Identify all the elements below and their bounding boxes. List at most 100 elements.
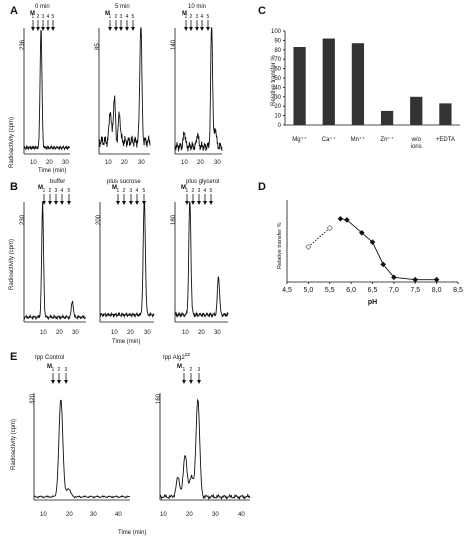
- marker-arrowhead: [54, 201, 58, 205]
- marker-arrowhead: [48, 201, 52, 205]
- marker-number: 3: [65, 367, 68, 373]
- marker-number: 5: [210, 188, 213, 194]
- c-y-tick-label: 30: [274, 95, 281, 101]
- marker-arrowhead: [142, 201, 146, 205]
- panel-a-xtick-0-0: 10: [30, 160, 37, 166]
- d-x-tick-label: 8,0: [432, 287, 442, 294]
- d-x-label: pH: [368, 299, 377, 306]
- marker-label: M: [30, 11, 35, 17]
- panel-a-ymax-2: 140: [171, 39, 177, 50]
- marker-number: 1: [117, 188, 120, 194]
- marker-number: 4: [201, 14, 204, 20]
- marker-number: 1: [52, 367, 55, 373]
- marker-number: 4: [47, 14, 50, 20]
- marker-number: 2: [115, 14, 118, 20]
- panel-b-xtick-1-2: 30: [144, 330, 151, 336]
- panel-e-title-1-main: Ipp Alg2: [163, 355, 185, 361]
- marker-number: 2: [192, 188, 195, 194]
- marker-label: M: [181, 185, 186, 191]
- chromatogram-trace: [23, 29, 71, 152]
- marker-number: 3: [55, 188, 58, 194]
- panel-e: Radioactivity (cpm) Time (min) Ipp Contr…: [11, 352, 251, 536]
- panel-b-ymax-1: 200: [96, 214, 102, 225]
- d-point-open: [305, 243, 312, 251]
- marker-arrowhead: [184, 27, 188, 31]
- d-x-tick-label: 5,0: [304, 287, 314, 294]
- marker-arrowhead: [57, 380, 61, 384]
- panel-e-xtick-0-2: 30: [90, 512, 97, 518]
- marker-arrowhead: [125, 27, 129, 31]
- d-point-filled: [337, 215, 344, 222]
- marker-number: 1: [186, 188, 189, 194]
- panel-a: Radioactivity (cpm) Time (min) 0 min 236…: [9, 4, 223, 174]
- marker-arrowhead: [64, 380, 68, 384]
- marker-arrowhead: [191, 201, 195, 205]
- c-bar: [322, 38, 335, 125]
- d-x-tick-label: 4,5: [282, 287, 292, 294]
- c-bar: [380, 110, 394, 125]
- c-y-tick-label: 60: [274, 67, 281, 73]
- marker-arrowhead: [182, 380, 186, 384]
- c-bar: [439, 103, 452, 125]
- panel-e-xtick-1-2: 30: [212, 512, 219, 518]
- d-point-filled: [380, 261, 386, 268]
- marker-label: M: [112, 185, 117, 191]
- marker-label: M: [38, 185, 43, 191]
- panel-e-xtick-0-0: 10: [40, 512, 47, 518]
- marker-arrowhead: [209, 201, 213, 205]
- marker-number: 4: [126, 14, 129, 20]
- marker-arrowhead: [189, 380, 193, 384]
- panel-b-xtick-0-2: 30: [72, 330, 79, 336]
- panel-b-ymax-0: 230: [20, 214, 26, 225]
- d-point-filled: [369, 239, 376, 245]
- marker-label: M: [105, 11, 110, 17]
- panel-e-xtick-0-3: 40: [115, 512, 122, 518]
- panel-b-title-0: buffer: [50, 179, 65, 185]
- panel-a-xtick-0-2: 30: [62, 160, 69, 166]
- c-bar: [293, 46, 306, 126]
- chromatogram-trace: [99, 201, 155, 319]
- panel-b-xlabel: Time (min): [112, 339, 140, 345]
- marker-number: 2: [49, 188, 52, 194]
- panel-a-xtick-2-2: 30: [214, 160, 221, 166]
- marker-number: 2: [37, 14, 40, 20]
- marker-arrowhead: [135, 201, 139, 205]
- panel-a-xtick-2-1: 20: [197, 160, 204, 166]
- panel-a-ymax-1: 85: [95, 43, 101, 50]
- panel-d-line-chart: 4,5 5,0 5,5 6,0 6,5 7,0 7,5 8,0 8,5 pH Relative tr…: [277, 200, 463, 306]
- marker-arrowhead: [200, 27, 204, 31]
- marker-number: 2: [58, 367, 61, 373]
- panel-b-xtick-2-2: 30: [214, 330, 221, 336]
- marker-number: 4: [204, 188, 207, 194]
- d-point-filled: [412, 276, 419, 283]
- marker-number: 2: [190, 367, 193, 373]
- marker-arrowhead: [116, 201, 120, 205]
- marker-number: 3: [198, 367, 201, 373]
- marker-arrowhead: [129, 201, 133, 205]
- marker-label: M: [177, 364, 182, 370]
- panel-a-xtick-2-0: 10: [181, 160, 188, 166]
- panel-b-ylabel: Radioactivity (cpm): [9, 239, 15, 290]
- panel-a-ylabel: Radioactivity (cpm): [9, 117, 15, 168]
- panel-a-chromatogram-1: 5 min 85 10 20 30 M1 2 3 4 5: [95, 4, 151, 166]
- panel-a-chromatogram-0: 0 min 236 10 20 30 M1 2 3 4 5: [20, 4, 71, 166]
- panel-e-xtick-1-0: 10: [160, 512, 167, 518]
- marker-arrowhead: [203, 201, 207, 205]
- marker-number: 1: [109, 14, 112, 20]
- panel-b-xtick-2-0: 10: [182, 330, 189, 336]
- marker-number: 2: [123, 188, 126, 194]
- marker-number: 2: [190, 14, 193, 20]
- marker-number: 5: [52, 14, 55, 20]
- c-y-tick-label: 50: [274, 76, 281, 82]
- d-point-open: [326, 224, 333, 232]
- c-y-label: Relative transfer %: [271, 55, 277, 106]
- marker-number: 3: [120, 14, 123, 20]
- c-y-tick-label: 40: [274, 85, 281, 91]
- c-y-tick-label: 80: [274, 48, 281, 54]
- marker-arrowhead: [60, 201, 64, 205]
- chromatogram-trace: [174, 201, 229, 319]
- panel-a-xtick-1-2: 30: [138, 160, 145, 166]
- chromatogram-trace: [98, 27, 151, 148]
- d-x-tick-label: 7,5: [410, 287, 420, 294]
- marker-label: M: [182, 11, 187, 17]
